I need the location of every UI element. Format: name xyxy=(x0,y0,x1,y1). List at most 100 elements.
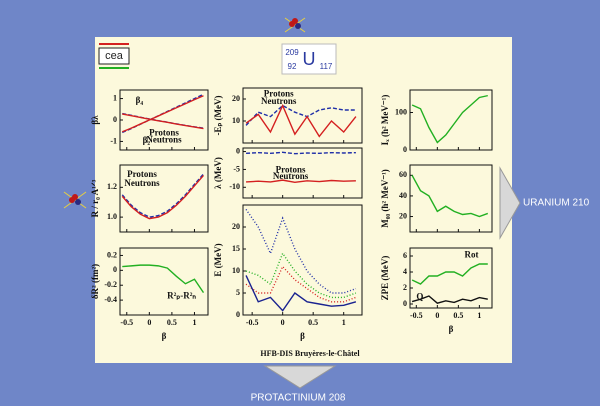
plot-frame xyxy=(409,89,493,151)
y-tick-label: 20 xyxy=(232,94,240,103)
x-tick-label: -0.5 xyxy=(410,311,423,320)
series-line xyxy=(245,104,356,126)
plot-frame xyxy=(409,247,493,309)
x-tick-label: 0.5 xyxy=(453,311,463,320)
y-axis-label: R / r₀ A¹ᐟ³ xyxy=(90,179,100,217)
y-tick-label: -5 xyxy=(233,164,240,173)
y-axis-label: M₀₀ (ħ² MeV⁻¹) xyxy=(380,169,390,228)
series-line xyxy=(121,95,204,133)
logo: cea xyxy=(105,50,124,62)
annotation: R²ₚ-R²ₙ xyxy=(167,290,196,300)
x-tick-label: -0.5 xyxy=(246,318,259,327)
x-axis-label: β xyxy=(300,331,305,341)
x-axis-label: β xyxy=(162,331,167,341)
next-arrow[interactable] xyxy=(499,166,521,240)
next-link[interactable]: URANIUM 210 xyxy=(499,166,590,240)
series-line xyxy=(246,151,356,155)
next-label[interactable]: URANIUM 210 xyxy=(523,198,590,209)
series-line xyxy=(122,113,204,130)
series-line xyxy=(245,265,357,303)
series-label: Neutrons xyxy=(261,96,297,106)
y-tick-label: 100 xyxy=(395,107,407,116)
nucleus-box xyxy=(281,43,337,75)
series-label: Protons xyxy=(149,127,179,137)
y-axis-label: ZPE (MeV) xyxy=(380,256,390,301)
y-tick-label: 1.0 xyxy=(107,212,117,221)
below-label[interactable]: PROTACTINIUM 208 xyxy=(251,393,346,404)
plot-frame xyxy=(119,164,209,233)
x-tick-label: 1 xyxy=(477,311,481,320)
y-axis-label: -Eₚ (MeV) xyxy=(213,95,223,135)
x-axis-label: β xyxy=(449,324,454,334)
x-tick-label: 0.5 xyxy=(308,318,318,327)
x-tick-label: 0 xyxy=(435,311,439,320)
series-line xyxy=(411,174,489,218)
plot-panel: 0 100 Iₓ (ħ² MeV⁻¹) xyxy=(380,89,493,154)
series-line xyxy=(121,174,205,220)
figure-panel xyxy=(95,37,512,363)
y-tick-label: 0 xyxy=(236,310,240,319)
y-tick-label: 0 xyxy=(113,115,117,124)
element-symbol: U xyxy=(303,49,316,69)
series-line xyxy=(245,103,357,138)
x-tick-label: 0 xyxy=(147,318,151,327)
y-axis-label: βλ xyxy=(90,115,100,125)
below-link[interactable]: PROTACTINIUM 208 xyxy=(251,365,346,404)
y-tick-label: -0.2 xyxy=(104,280,117,289)
plot-frame xyxy=(409,164,493,233)
series-label: Neutrons xyxy=(146,134,182,144)
series-label: Protons xyxy=(276,165,306,175)
series-label: Protons xyxy=(264,89,294,99)
series-line xyxy=(245,275,357,312)
y-axis-label: λ (MeV) xyxy=(213,157,223,189)
plot-frame xyxy=(242,147,363,199)
y-tick-label: 0 xyxy=(113,265,117,274)
series-label: Rot xyxy=(465,249,479,259)
series-line xyxy=(411,263,488,285)
y-tick-label: -0.4 xyxy=(104,295,117,304)
y-tick-label: 4 xyxy=(403,267,407,276)
x-tick-label: 0.5 xyxy=(167,318,177,327)
below-arrow[interactable] xyxy=(263,365,337,389)
x-tick-label: 0 xyxy=(281,318,285,327)
y-tick-label: 1 xyxy=(113,93,117,102)
plot-frame xyxy=(242,204,363,316)
series-label: Q xyxy=(416,291,423,301)
series-label: Neutrons xyxy=(273,171,309,181)
y-tick-label: -10 xyxy=(229,182,240,191)
y-tick-label: 0.2 xyxy=(107,250,117,259)
y-tick-label: 40 xyxy=(399,191,407,200)
y-tick-label: -1 xyxy=(110,136,117,145)
y-tick-label: 1.2 xyxy=(107,182,117,191)
y-tick-label: 0 xyxy=(236,146,240,155)
y-tick-label: 15 xyxy=(232,244,240,253)
annotation: β₂ xyxy=(143,135,151,145)
mass-number: 209 xyxy=(285,48,299,57)
series-line xyxy=(246,179,356,183)
y-axis-label: δR² (fm²) xyxy=(90,264,100,299)
y-tick-label: 0 xyxy=(403,145,407,154)
plot-panel: -0.5 0 0.5 1 0.2 0 -0.2 -0.4 δR² (fm²) β R²ₚ-R²ₙ xyxy=(90,247,209,341)
y-tick-label: 5 xyxy=(236,288,240,297)
series-label: Neutrons xyxy=(124,178,160,188)
logo-box xyxy=(98,47,130,65)
plot-frame xyxy=(119,247,209,316)
series-label: Protons xyxy=(127,169,157,179)
charge-number: 92 xyxy=(288,62,297,71)
y-axis-label: E (MeV) xyxy=(213,243,223,276)
plot-panel: 20 40 60 M₀₀ (ħ² MeV⁻¹) xyxy=(380,164,493,233)
series-line xyxy=(411,94,488,144)
annotation: β₄ xyxy=(136,95,144,105)
y-tick-label: 10 xyxy=(232,116,240,125)
plot-frame xyxy=(242,87,363,144)
series-line xyxy=(411,295,488,304)
series-line xyxy=(121,173,205,218)
y-tick-label: 2 xyxy=(403,283,407,292)
